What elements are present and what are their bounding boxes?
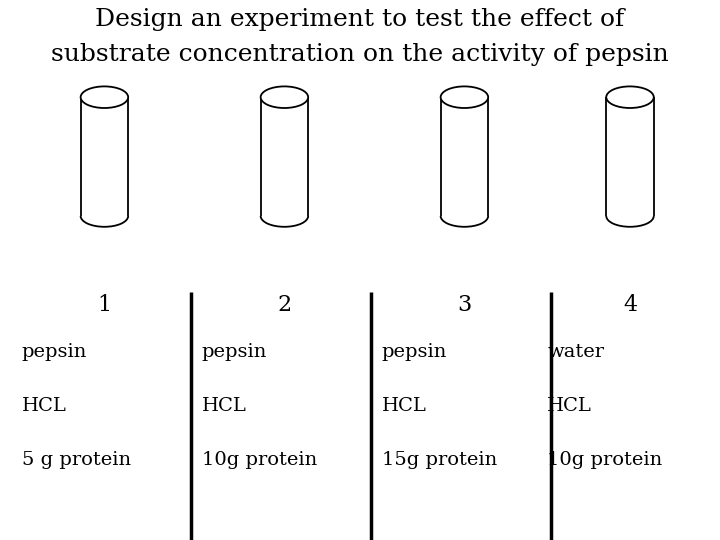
Text: 15g protein: 15g protein [382, 451, 497, 469]
Text: HCL: HCL [382, 397, 426, 415]
Ellipse shape [261, 86, 308, 108]
Text: 2: 2 [277, 294, 292, 316]
Text: 5 g protein: 5 g protein [22, 451, 131, 469]
Text: 1: 1 [97, 294, 112, 316]
Text: water: water [547, 343, 604, 361]
Text: pepsin: pepsin [382, 343, 447, 361]
Ellipse shape [606, 86, 654, 108]
Text: 10g protein: 10g protein [202, 451, 317, 469]
Text: 4: 4 [623, 294, 637, 316]
Text: HCL: HCL [22, 397, 66, 415]
Text: pepsin: pepsin [22, 343, 87, 361]
Ellipse shape [441, 86, 488, 108]
Text: pepsin: pepsin [202, 343, 267, 361]
Text: HCL: HCL [202, 397, 246, 415]
Text: Design an experiment to test the effect of: Design an experiment to test the effect … [95, 8, 625, 31]
Ellipse shape [81, 86, 128, 108]
Text: 3: 3 [457, 294, 472, 316]
Text: HCL: HCL [547, 397, 592, 415]
Text: substrate concentration on the activity of pepsin: substrate concentration on the activity … [51, 43, 669, 66]
Text: 10g protein: 10g protein [547, 451, 662, 469]
